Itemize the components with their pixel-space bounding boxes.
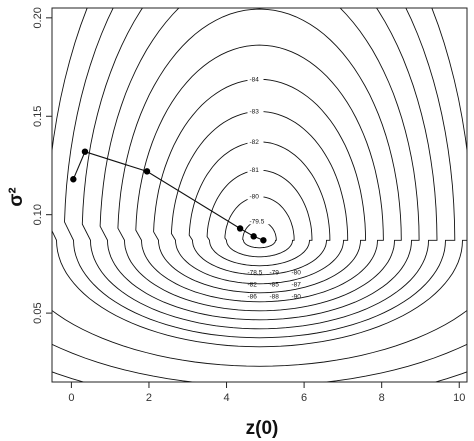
path-point: [250, 233, 256, 239]
y-axis: 0.05 0.10 0.15 0.20: [32, 7, 52, 324]
contour-line: [189, 142, 330, 275]
contour-line: [136, 45, 384, 302]
contour-label: -79: [270, 269, 280, 276]
contour-label: -79.5: [250, 218, 265, 225]
contour-label: -84: [250, 76, 260, 83]
contour-label: -90: [292, 293, 302, 300]
contour-label: -88: [270, 293, 280, 300]
contour-line: [0, 0, 474, 405]
contour-label: -85: [270, 281, 280, 288]
contour-label: -80: [250, 194, 260, 201]
x-axis: 0 2 4 6 8 10: [68, 382, 465, 404]
optimization-path: [70, 148, 266, 243]
x-axis-title: z(0): [246, 418, 279, 439]
x-tick-label: 8: [379, 392, 385, 404]
y-tick-label: 0.10: [32, 204, 44, 225]
y-tick-label: 0.05: [32, 302, 44, 323]
path-point: [237, 225, 243, 231]
y-tick-label: 0.15: [32, 106, 44, 127]
contour-label: -81: [250, 167, 260, 174]
contour-line: [82, 0, 437, 329]
x-tick-label: 0: [68, 392, 74, 404]
contour-label: -82: [248, 281, 258, 288]
x-tick-label: 2: [146, 392, 152, 404]
path-point: [70, 176, 76, 182]
contour-lines: [0, 0, 474, 425]
x-tick-label: 6: [301, 392, 307, 404]
path-point: [82, 148, 88, 154]
path-point: [144, 168, 150, 174]
contour-line: [47, 0, 473, 347]
contour-label: -78.5: [248, 269, 263, 276]
contour-line: [0, 0, 474, 425]
x-tick-label: 4: [223, 392, 229, 404]
contour-label: -82: [250, 139, 260, 146]
contour-label: -83: [250, 109, 260, 116]
y-tick-label: 0.20: [32, 7, 44, 28]
y-axis-title: σ²: [6, 187, 27, 206]
contour-label: -86: [248, 293, 258, 300]
contour-label: -87: [292, 281, 302, 288]
path-point: [260, 237, 266, 243]
contour-label: -80: [292, 269, 302, 276]
x-tick-label: 10: [453, 392, 465, 404]
